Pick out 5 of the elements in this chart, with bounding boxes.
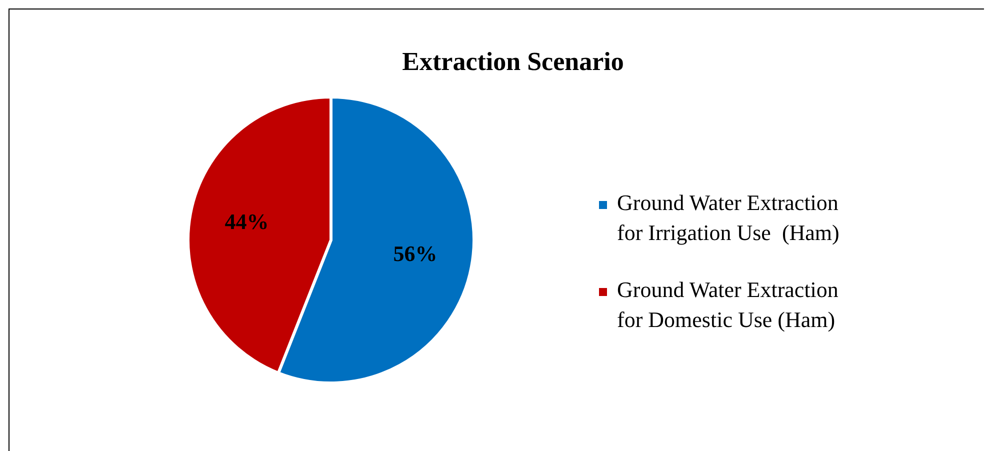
data-label: 44% [224,208,269,234]
legend-label: Ground Water Extraction for Irrigation Use (Ham) [617,190,840,246]
legend-label: Ground Water Extraction for Domestic Use (Ham) [617,277,838,332]
data-label: 56% [393,241,438,266]
chart-title: Extraction Scenario [402,47,624,76]
